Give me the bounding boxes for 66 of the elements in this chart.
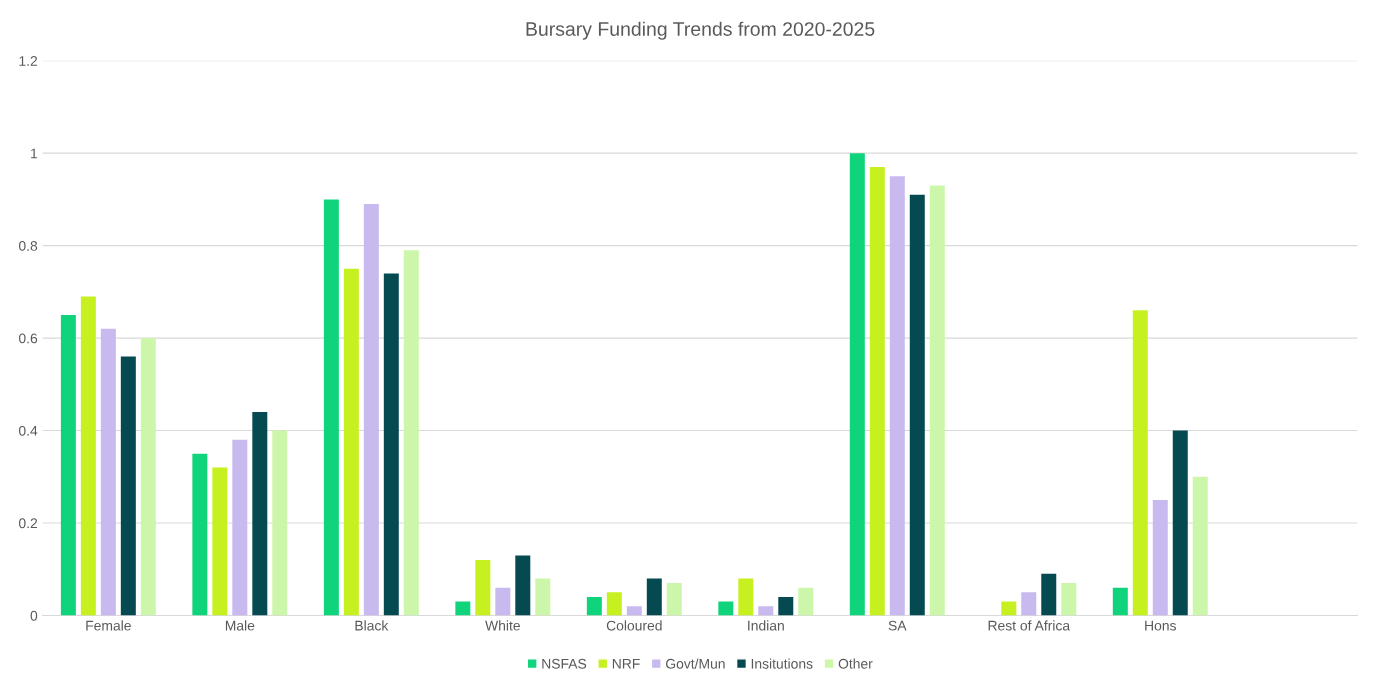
chart-title: Bursary Funding Trends from 2020-2025 bbox=[526, 21, 875, 40]
x-tick-label: SA bbox=[888, 620, 907, 631]
bar bbox=[535, 578, 551, 616]
bar bbox=[849, 153, 865, 616]
bar bbox=[100, 328, 116, 616]
y-tick-label: 0.6 bbox=[18, 333, 38, 344]
bar bbox=[140, 338, 156, 616]
bar bbox=[343, 268, 359, 616]
bar bbox=[403, 250, 419, 616]
bar bbox=[383, 273, 399, 616]
x-tick-label: Hons bbox=[1145, 620, 1176, 631]
legend-label: NSFAS bbox=[542, 658, 587, 669]
bar bbox=[1061, 583, 1077, 616]
bar bbox=[323, 199, 339, 616]
bar bbox=[455, 601, 471, 616]
bar bbox=[192, 453, 208, 616]
bar bbox=[1041, 573, 1057, 616]
bar bbox=[475, 560, 491, 616]
bar bbox=[626, 606, 642, 616]
bar bbox=[606, 592, 622, 616]
y-tick-label: 0.4 bbox=[18, 425, 38, 436]
legend-label: Insitutions bbox=[751, 658, 813, 669]
y-tick-label: 0 bbox=[30, 610, 38, 621]
bar bbox=[1132, 310, 1148, 616]
bar bbox=[1001, 601, 1017, 616]
bar bbox=[252, 412, 268, 616]
bar bbox=[1152, 499, 1168, 616]
bar bbox=[909, 194, 925, 616]
x-tick-label: White bbox=[485, 620, 520, 631]
bar bbox=[1112, 587, 1128, 616]
bar bbox=[1021, 592, 1037, 616]
legend-label: NRF bbox=[612, 659, 640, 669]
bar bbox=[889, 176, 905, 616]
bar bbox=[1172, 430, 1188, 616]
bar bbox=[646, 578, 662, 616]
bar bbox=[212, 467, 228, 616]
bar bbox=[120, 356, 136, 616]
bar bbox=[80, 296, 96, 616]
bar bbox=[363, 204, 379, 616]
y-tick-label: 0.2 bbox=[18, 518, 38, 529]
bar bbox=[495, 587, 511, 616]
x-tick-label: Male bbox=[225, 620, 255, 631]
legend-label: Govt/Mun bbox=[666, 658, 725, 669]
bar bbox=[758, 606, 774, 616]
bar bbox=[1192, 476, 1208, 616]
x-tick-label: Indian bbox=[748, 620, 784, 631]
bar bbox=[666, 583, 682, 616]
bar bbox=[929, 185, 945, 616]
x-tick-label: Female bbox=[86, 620, 131, 631]
legend-label: Other bbox=[838, 658, 873, 669]
x-tick-label: Coloured bbox=[606, 620, 662, 631]
bar bbox=[515, 555, 531, 616]
bar bbox=[60, 314, 76, 616]
y-tick-label: 1.2 bbox=[19, 56, 38, 66]
bar bbox=[778, 596, 794, 616]
y-tick-label: 1 bbox=[31, 148, 38, 159]
bar bbox=[232, 439, 248, 616]
bar bbox=[798, 587, 814, 616]
y-tick-label: 0.8 bbox=[18, 240, 38, 251]
x-tick-label: Black bbox=[355, 620, 389, 631]
bar bbox=[586, 596, 602, 616]
bar bbox=[869, 167, 885, 616]
x-tick-label: Rest of Africa bbox=[988, 620, 1071, 631]
bar bbox=[272, 430, 288, 616]
bar bbox=[738, 578, 754, 616]
bar bbox=[718, 601, 734, 616]
